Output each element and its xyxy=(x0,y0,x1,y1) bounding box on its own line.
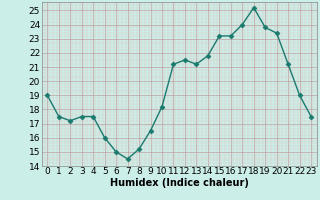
X-axis label: Humidex (Indice chaleur): Humidex (Indice chaleur) xyxy=(110,178,249,188)
